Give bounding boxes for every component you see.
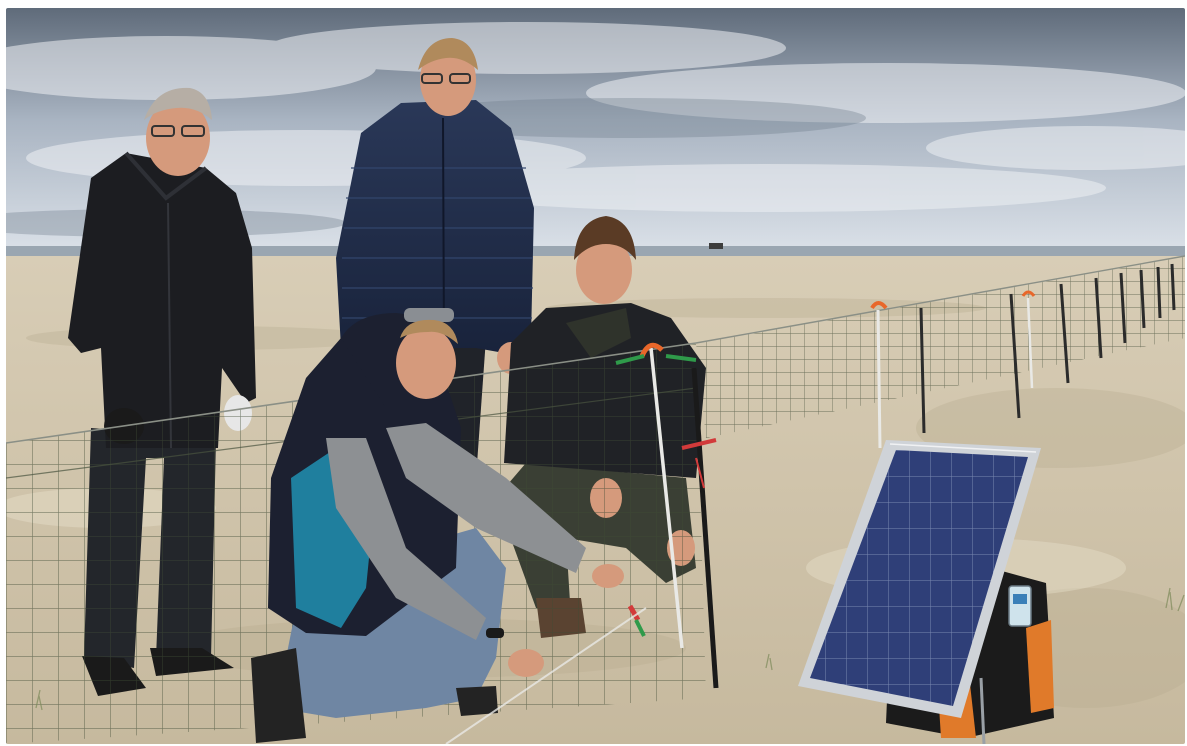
beach-grass xyxy=(35,587,1185,711)
beach-fence-photo xyxy=(6,8,1185,744)
fence-posts xyxy=(445,342,719,744)
fence-post-white xyxy=(649,347,684,649)
fence-post-white xyxy=(870,290,1036,449)
distant-vehicle xyxy=(709,243,723,249)
sky xyxy=(6,8,1185,258)
fence-post-orange-hook xyxy=(639,342,664,358)
electric-fence-far xyxy=(695,255,1185,449)
fence-post-black xyxy=(691,367,719,689)
photo-frame xyxy=(6,8,1185,744)
man-kneeling-front xyxy=(251,308,624,743)
solar-panel xyxy=(798,440,1041,718)
